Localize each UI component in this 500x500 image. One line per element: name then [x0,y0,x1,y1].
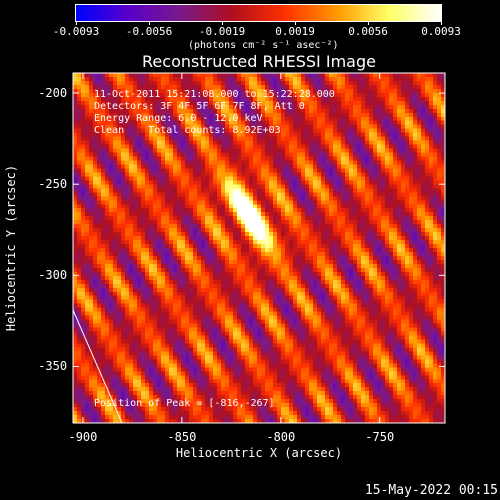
x-tick-label: -750 [365,430,395,444]
x-tick-label: -900 [68,430,98,444]
colorbar-tick-label: 0.0056 [348,25,388,38]
annotation-time: 11-Oct-2011 15:21:08.000 to 15:22:28.000 [94,89,335,100]
x-axis-label: Heliocentric X (arcsec) [175,446,343,460]
colorbar-unit-label: (photons cm⁻² s⁻¹ asec⁻²) [188,40,339,51]
y-tick-label: -300 [38,268,68,283]
annotation-peak: Position of Peak = [-816,-267] [94,398,275,409]
annotation-energy: Energy Range: 6.0 - 12.0 keV [94,113,263,124]
colorbar-tick-label: 0.0019 [275,25,315,38]
colorbar-tick-label: -0.0056 [125,25,173,38]
colorbar-tick-label: -0.0093 [52,25,100,38]
colorbar-tick [148,21,150,25]
y-tick-label: -350 [38,359,68,374]
colorbar-tick [440,21,442,25]
annotation-detectors: Detectors: 3F 4F 5F 6F 7F 8F, Att 0 [94,101,305,112]
colorbar-tick [75,21,77,25]
y-tick-label: -200 [38,86,68,101]
x-tick-label: -800 [266,430,296,444]
annotation-clean: Clean Total counts: 8.92E+03 [94,125,281,136]
colorbar-tick [294,21,296,25]
colorbar [75,4,442,22]
heatmap-image [73,73,445,423]
colorbar-tick [367,21,369,25]
colorbar-tick-label: -0.0019 [198,25,246,38]
timestamp: 15-May-2022 00:15 [364,483,498,498]
colorbar-tick-label: 0.0093 [421,25,461,38]
chart-title: Reconstructed RHESSI Image [142,52,376,71]
y-axis-label: Heliocentric Y (arcsec) [4,164,18,332]
y-tick-label: -250 [38,177,68,192]
x-tick-label: -850 [167,430,197,444]
colorbar-tick [221,21,223,25]
